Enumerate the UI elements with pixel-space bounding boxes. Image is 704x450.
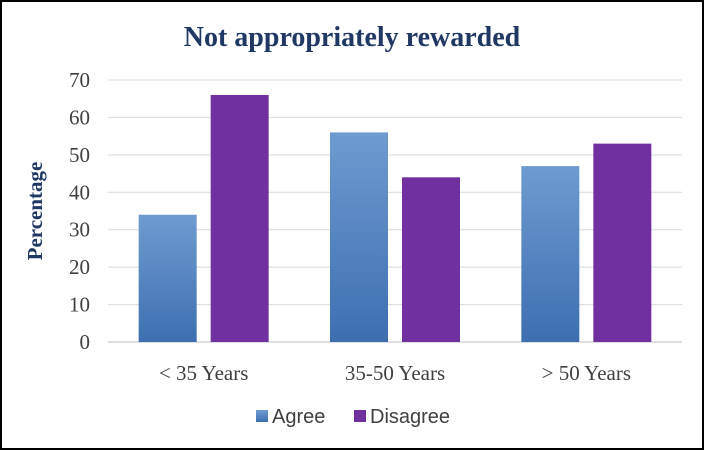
y-tick-label: 60 (69, 105, 90, 129)
legend-swatch-disagree (354, 410, 366, 422)
x-category-label: 35-50 Years (345, 361, 445, 385)
y-tick-label: 40 (69, 180, 90, 204)
y-axis-label: Percentage (23, 162, 47, 261)
bar-disagree-1 (210, 94, 269, 342)
x-category-label: < 35 Years (159, 361, 248, 385)
bar-agree-1 (138, 214, 197, 342)
y-tick-label: 10 (69, 293, 90, 317)
legend-label-agree: Agree (272, 406, 325, 428)
y-tick-label: 0 (80, 330, 91, 354)
bar-disagree-2 (402, 177, 460, 342)
y-tick-label: 50 (69, 143, 90, 167)
y-tick-label: 20 (69, 255, 90, 279)
legend-swatch-agree (256, 410, 268, 422)
legend-label-disagree: Disagree (370, 406, 450, 428)
bar-disagree-3 (593, 143, 652, 342)
y-tick-label: 70 (69, 68, 90, 92)
chart-title: Not appropriately rewarded (184, 22, 521, 53)
y-tick-label: 30 (69, 218, 90, 242)
x-category-label: > 50 Years (542, 361, 631, 385)
bar-agree-2 (330, 132, 388, 342)
bar-agree-3 (521, 166, 580, 342)
